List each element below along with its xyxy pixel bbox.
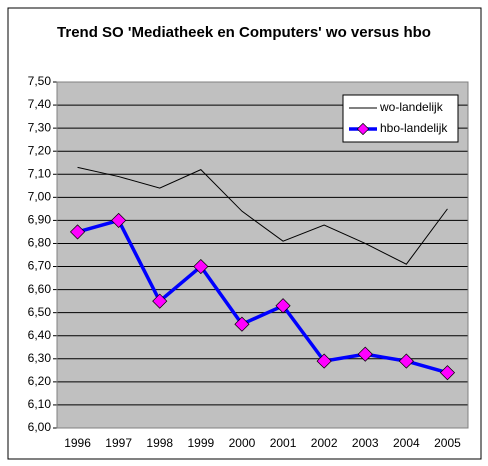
y-tick-label: 7,10 xyxy=(28,166,52,180)
y-tick-label: 7,30 xyxy=(28,120,52,134)
y-tick-label: 7,00 xyxy=(28,190,52,204)
y-tick-label: 6,30 xyxy=(28,351,52,365)
marker xyxy=(357,346,373,362)
marker xyxy=(439,365,456,381)
y-tick-label: 6,80 xyxy=(28,236,52,250)
marker xyxy=(275,298,291,314)
legend-marker xyxy=(356,122,370,136)
x-tick-label: 2005 xyxy=(434,436,461,450)
x-tick-label: 1998 xyxy=(146,436,173,450)
y-tick-label: 6,50 xyxy=(28,305,52,319)
y-tick-label: 6,00 xyxy=(28,420,52,434)
y-tick-label: 7,50 xyxy=(28,74,52,88)
legend-label: hbo-landelijk xyxy=(380,121,448,135)
y-tick-label: 6,90 xyxy=(28,213,52,227)
y-tick-label: 6,70 xyxy=(28,259,52,273)
x-tick-label: 2000 xyxy=(229,436,256,450)
legend-label: wo-landelijk xyxy=(379,100,444,114)
marker xyxy=(193,258,209,275)
x-tick-label: 1999 xyxy=(187,436,214,450)
marker xyxy=(152,293,168,309)
x-tick-label: 1996 xyxy=(64,436,91,450)
marker xyxy=(234,316,250,332)
series-line xyxy=(77,218,448,375)
y-tick-label: 6,60 xyxy=(28,282,52,296)
plot-border xyxy=(56,81,469,429)
marker xyxy=(111,212,127,228)
y-tick-label: 6,10 xyxy=(28,397,52,411)
marker xyxy=(398,353,414,369)
y-tick-label: 6,40 xyxy=(28,328,52,342)
marker xyxy=(316,353,332,369)
chart-title: Trend SO 'Mediatheek en Computers' wo ve… xyxy=(57,24,431,41)
x-tick-label: 2003 xyxy=(352,436,379,450)
y-tick-label: 6,20 xyxy=(28,374,52,388)
series-line xyxy=(77,166,448,265)
marker xyxy=(69,224,86,240)
x-tick-label: 1997 xyxy=(105,436,132,450)
y-tick-label: 7,20 xyxy=(28,143,52,157)
y-tick-label: 7,40 xyxy=(28,97,52,111)
x-tick-label: 2001 xyxy=(270,436,297,450)
x-tick-label: 2004 xyxy=(393,436,420,450)
x-tick-label: 2002 xyxy=(311,436,338,450)
